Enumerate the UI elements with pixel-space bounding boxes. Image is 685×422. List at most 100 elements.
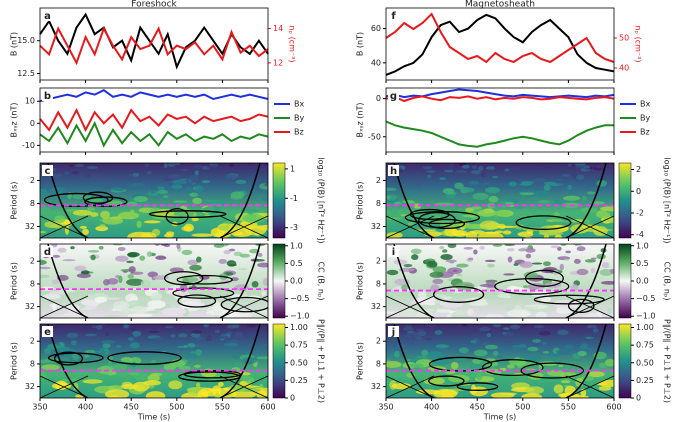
panel: 2 8 32 0 0.25 0.50 0.75 1.00 P∥/(P∥ + P⊥1 + P⊥2)… [10,319,326,421]
axes-frame [39,7,269,81]
spectrogram-cell [192,197,202,205]
panel-label-box [388,10,399,21]
spectrogram-cell [466,308,474,317]
spectrogram-cell [543,184,551,192]
panel: 2 8 32 −1.0 −0.5 0.0 0.5 1.0 CC (B, nₚ) Period (s… [10,241,326,321]
colorbar-label: P∥/(P∥ + P⊥1 + P⊥2) [663,319,672,403]
spectrogram-cell [127,274,134,279]
spectrogram-cell [132,330,142,337]
spectrogram-cell [201,180,210,184]
spectrogram-cell [189,351,199,354]
spectrogram-cell [485,344,498,350]
colorbar-label: P∥/(P∥ + P⊥1 + P⊥2) [317,319,326,403]
x-tick-label: 600 [606,403,621,412]
spectrogram-cell [218,258,227,264]
spectrogram-cell [493,350,499,357]
spectrogram-cell [561,380,571,384]
spectrogram-cell [428,351,443,358]
spectrogram-cell [432,278,444,285]
spectrogram-cell [191,330,203,334]
spectrogram-cell [584,259,597,263]
spectrogram-cell [407,221,415,226]
spectrogram-cell [599,198,612,201]
spectrogram-cell [234,310,252,318]
spectrogram-cell [62,259,76,262]
spectrogram-cell [519,261,533,268]
spectrogram-cell [44,347,52,355]
colorbar [272,162,286,239]
spectrogram-cell [51,279,60,285]
spectrogram-cell [228,163,235,168]
spectrogram-cell [42,293,61,300]
spectrogram-cell [242,357,258,364]
colorbar [272,243,286,319]
data-line [39,89,269,103]
colorbar-tick-label: −0.5 [636,294,655,303]
spectrogram-cell [531,262,543,265]
spectrogram-cell [90,212,99,217]
colorbar-label: log₁₀ (P(B) [nT² Hz⁻¹]) [317,157,326,243]
spectrogram-cell [254,203,260,211]
spectrogram-cell [442,187,455,195]
spectrogram-cell [76,273,91,279]
spectrogram-cell [235,179,247,185]
contour [148,210,227,219]
spectrogram-cell [166,231,175,236]
colorbar [618,162,632,239]
x-tick-label: 450 [124,403,139,412]
spectrogram-cell [72,209,92,216]
x-tick-label: 500 [169,403,184,412]
spectrogram-cell [84,333,97,337]
colorbar-tick-label: 1.00 [290,323,308,332]
coi-hatch [219,295,268,318]
spectrogram-cell [471,206,482,210]
spectrogram-cell [484,368,502,375]
spectrogram-cell [83,358,94,361]
spectrogram-cell [531,207,537,213]
spectrogram-cell [224,220,234,225]
spectrogram-cell [401,284,408,291]
panel: Foreshock 12.5 15.0 12 14 nₚ (cm⁻³) B (nT) a [10,0,297,83]
y-tick-label: -10 [22,141,35,150]
x-tick-label: 400 [78,403,93,412]
spectrogram-cell [601,262,610,269]
y-tick-label: -50 [368,132,381,141]
spectrogram-cell [391,210,399,215]
spectrogram-cell [543,181,557,185]
spectrogram-cell [111,308,117,311]
spectrogram-cell [387,244,393,247]
spectrogram-cell [595,211,611,219]
colorbar [272,323,286,399]
spectrogram [40,244,268,318]
spectrogram-cell [57,247,67,253]
spectrogram-cell [543,261,551,267]
spectrogram-cell [96,177,108,182]
data-line [385,12,615,64]
panel-label-box [42,326,53,337]
spectrogram-cell [567,163,572,167]
spectrogram-cell [576,244,583,246]
legend-label: Bz [640,128,650,137]
spectrogram-cell [52,173,63,178]
contour [53,351,84,366]
spectrogram-cell [115,255,129,262]
spectrogram-cell [541,342,547,346]
contour [172,287,235,299]
colorbar-tick-label: -4 [636,230,644,239]
panel-label-box [42,246,53,257]
spectrogram-cell [506,364,515,369]
spectrogram-cell [575,165,584,169]
y-tick-label: 0 [30,119,35,128]
colorbar-tick-label: 0.50 [290,358,308,367]
spectrogram-cell [462,187,475,193]
spectrogram-cell [51,325,59,329]
panel-label-box [42,90,53,101]
spectrogram-cell [495,210,511,217]
spectrogram-cell [470,384,477,395]
y-tick-label: 60 [371,24,381,33]
panel-label: d [44,247,51,258]
spectrogram-cell [155,255,167,260]
x-axis-label: Time (s) [483,413,517,422]
spectrogram-cell [426,170,436,173]
spectrogram-cell [473,349,488,357]
